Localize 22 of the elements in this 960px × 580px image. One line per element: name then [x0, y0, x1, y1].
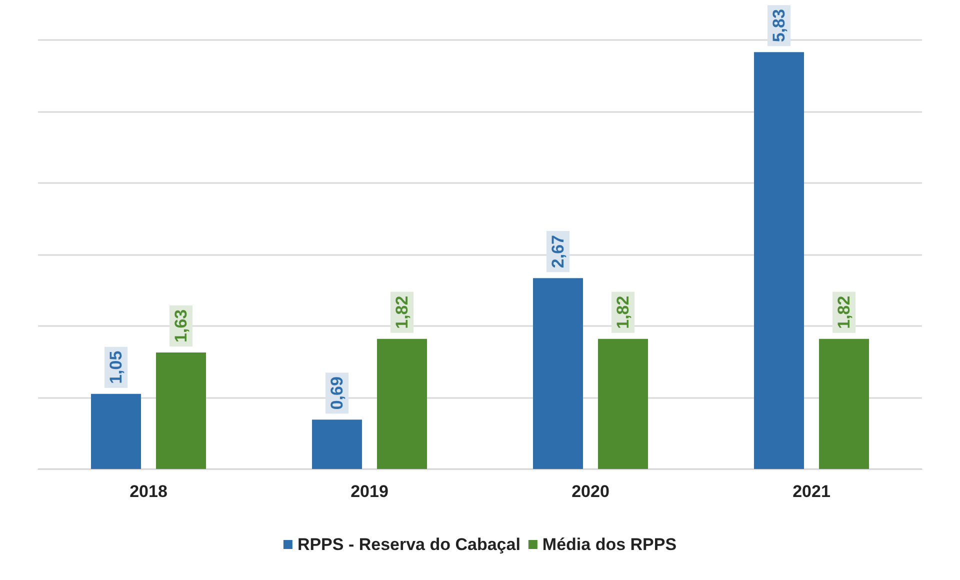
bar — [156, 352, 206, 469]
bar — [533, 278, 583, 469]
data-label: 2,67 — [548, 235, 568, 268]
x-tick-label: 2020 — [572, 482, 610, 501]
data-label: 5,83 — [770, 9, 788, 42]
data-label: 1,63 — [172, 309, 190, 342]
bar — [91, 394, 141, 469]
data-label: 1,82 — [834, 296, 854, 329]
x-tick-label: 2019 — [350, 482, 388, 501]
x-tick-label: 2021 — [792, 482, 830, 501]
legend-label: RPPS - Reserva do Cabaçal — [297, 535, 520, 554]
data-label: 1,05 — [106, 350, 126, 384]
bar — [819, 338, 869, 469]
bar — [312, 420, 362, 469]
legend-label: Média dos RPPS — [542, 535, 677, 554]
x-tick-label: 2018 — [130, 482, 168, 501]
data-label: 1,82 — [392, 296, 412, 329]
bar — [377, 338, 427, 469]
bar — [598, 338, 648, 469]
bar — [754, 52, 804, 469]
data-label: 1,82 — [614, 296, 632, 329]
data-label: 0,69 — [328, 376, 346, 410]
